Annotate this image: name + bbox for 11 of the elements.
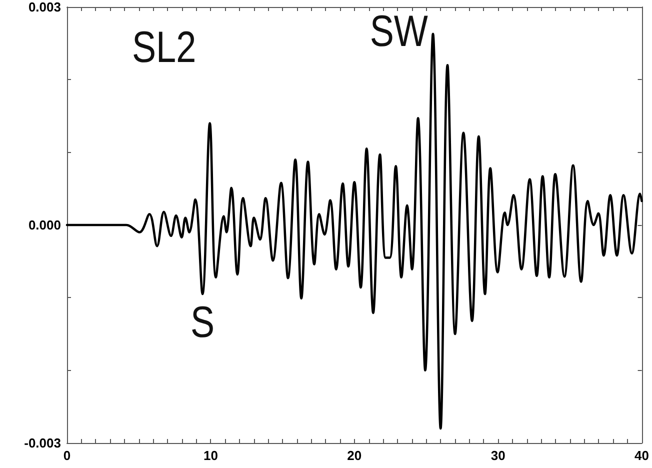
annotation: SL2: [132, 22, 196, 72]
x-tick-label: 20: [347, 448, 362, 463]
annotation: SW: [370, 6, 428, 56]
annotation: S: [190, 297, 215, 347]
y-tick-label: 0.000: [28, 218, 61, 232]
x-tick-label: 0: [63, 448, 71, 463]
y-tick-label: -0.003: [24, 436, 61, 450]
x-tick-label: 10: [203, 448, 218, 463]
y-tick-label: 0.003: [28, 0, 61, 14]
x-tick-label: 40: [634, 448, 650, 463]
x-tick-label: 30: [490, 448, 506, 463]
